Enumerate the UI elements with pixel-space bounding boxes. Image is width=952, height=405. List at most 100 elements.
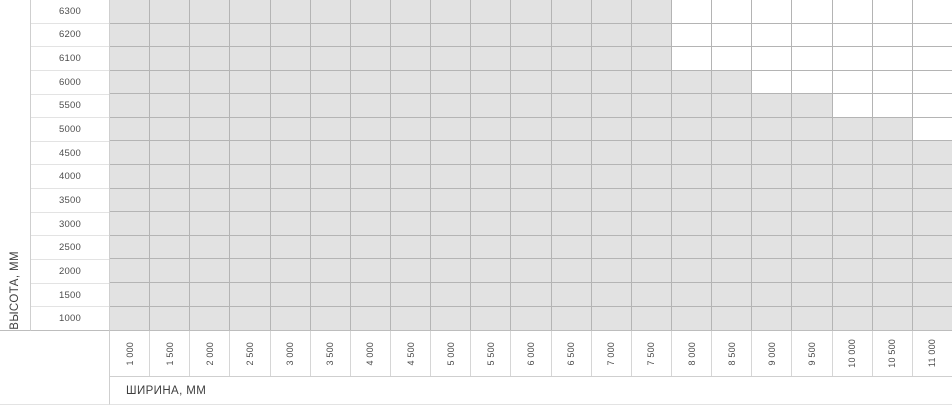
matrix-cell-filled[interactable] — [310, 23, 351, 48]
matrix-cell-filled[interactable] — [591, 306, 632, 331]
matrix-cell-filled[interactable] — [511, 94, 552, 118]
matrix-cell-filled[interactable] — [230, 306, 271, 331]
matrix-cell-filled[interactable] — [270, 117, 311, 142]
matrix-cell-filled[interactable] — [110, 0, 151, 24]
matrix-cell-filled[interactable] — [792, 188, 833, 213]
matrix-cell-filled[interactable] — [832, 306, 873, 331]
matrix-cell-filled[interactable] — [230, 47, 271, 71]
matrix-cell-filled[interactable] — [471, 212, 512, 236]
matrix-cell-filled[interactable] — [230, 282, 271, 307]
matrix-cell-filled[interactable] — [110, 70, 151, 95]
matrix-cell-filled[interactable] — [912, 141, 952, 166]
matrix-cell-filled[interactable] — [792, 259, 833, 283]
matrix-cell-filled[interactable] — [390, 165, 432, 189]
matrix-cell-filled[interactable] — [832, 235, 873, 260]
matrix-cell-filled[interactable] — [511, 282, 552, 307]
matrix-cell-filled[interactable] — [792, 117, 833, 142]
matrix-cell-filled[interactable] — [551, 282, 592, 307]
matrix-cell-filled[interactable] — [752, 212, 793, 236]
matrix-cell-filled[interactable] — [110, 259, 151, 283]
matrix-cell-filled[interactable] — [591, 47, 632, 71]
matrix-cell-filled[interactable] — [671, 212, 713, 236]
matrix-cell-filled[interactable] — [631, 141, 672, 166]
matrix-cell-filled[interactable] — [431, 0, 472, 24]
matrix-cell-filled[interactable] — [190, 165, 231, 189]
matrix-cell-empty[interactable] — [912, 47, 952, 71]
matrix-cell-filled[interactable] — [431, 23, 472, 48]
matrix-cell-filled[interactable] — [591, 165, 632, 189]
matrix-cell-filled[interactable] — [350, 188, 391, 213]
matrix-cell-filled[interactable] — [310, 0, 351, 24]
matrix-cell-filled[interactable] — [832, 259, 873, 283]
matrix-cell-filled[interactable] — [912, 259, 952, 283]
matrix-cell-filled[interactable] — [591, 0, 632, 24]
matrix-cell-filled[interactable] — [511, 47, 552, 71]
matrix-cell-filled[interactable] — [671, 259, 713, 283]
matrix-cell-filled[interactable] — [471, 23, 512, 48]
matrix-cell-filled[interactable] — [110, 94, 151, 118]
matrix-cell-filled[interactable] — [551, 70, 592, 95]
matrix-cell-filled[interactable] — [230, 23, 271, 48]
matrix-cell-filled[interactable] — [390, 70, 432, 95]
matrix-cell-filled[interactable] — [631, 117, 672, 142]
matrix-cell-filled[interactable] — [350, 94, 391, 118]
matrix-cell-filled[interactable] — [792, 235, 833, 260]
matrix-cell-filled[interactable] — [832, 282, 873, 307]
matrix-cell-filled[interactable] — [431, 47, 472, 71]
matrix-cell-filled[interactable] — [431, 212, 472, 236]
matrix-cell-filled[interactable] — [712, 70, 753, 95]
matrix-cell-filled[interactable] — [912, 306, 952, 331]
matrix-cell-empty[interactable] — [872, 94, 913, 118]
matrix-cell-filled[interactable] — [310, 306, 351, 331]
matrix-cell-empty[interactable] — [792, 70, 833, 95]
matrix-cell-filled[interactable] — [591, 282, 632, 307]
matrix-cell-filled[interactable] — [752, 141, 793, 166]
matrix-cell-filled[interactable] — [471, 70, 512, 95]
matrix-cell-filled[interactable] — [631, 47, 672, 71]
matrix-cell-filled[interactable] — [712, 306, 753, 331]
matrix-cell-filled[interactable] — [270, 188, 311, 213]
matrix-cell-filled[interactable] — [591, 212, 632, 236]
matrix-cell-filled[interactable] — [511, 259, 552, 283]
matrix-cell-filled[interactable] — [230, 0, 271, 24]
matrix-cell-filled[interactable] — [832, 188, 873, 213]
matrix-cell-empty[interactable] — [832, 94, 873, 118]
matrix-cell-filled[interactable] — [671, 141, 713, 166]
matrix-cell-filled[interactable] — [431, 235, 472, 260]
matrix-cell-filled[interactable] — [551, 117, 592, 142]
matrix-cell-filled[interactable] — [752, 235, 793, 260]
matrix-cell-filled[interactable] — [752, 117, 793, 142]
matrix-cell-filled[interactable] — [511, 188, 552, 213]
matrix-cell-filled[interactable] — [511, 141, 552, 166]
matrix-cell-filled[interactable] — [511, 117, 552, 142]
matrix-cell-empty[interactable] — [792, 23, 833, 48]
matrix-cell-filled[interactable] — [752, 259, 793, 283]
matrix-cell-empty[interactable] — [712, 0, 753, 24]
matrix-cell-filled[interactable] — [431, 306, 472, 331]
matrix-cell-filled[interactable] — [471, 306, 512, 331]
matrix-cell-filled[interactable] — [310, 165, 351, 189]
matrix-cell-filled[interactable] — [350, 0, 391, 24]
matrix-cell-filled[interactable] — [350, 117, 391, 142]
matrix-cell-empty[interactable] — [912, 0, 952, 24]
matrix-cell-filled[interactable] — [511, 165, 552, 189]
matrix-cell-filled[interactable] — [832, 212, 873, 236]
matrix-cell-filled[interactable] — [150, 47, 191, 71]
matrix-cell-filled[interactable] — [150, 306, 191, 331]
matrix-cell-filled[interactable] — [350, 282, 391, 307]
matrix-cell-filled[interactable] — [591, 235, 632, 260]
matrix-cell-filled[interactable] — [551, 0, 592, 24]
matrix-cell-filled[interactable] — [150, 141, 191, 166]
matrix-cell-empty[interactable] — [671, 47, 713, 71]
matrix-cell-filled[interactable] — [230, 165, 271, 189]
matrix-cell-filled[interactable] — [390, 235, 432, 260]
matrix-cell-filled[interactable] — [511, 306, 552, 331]
matrix-cell-filled[interactable] — [350, 141, 391, 166]
matrix-cell-filled[interactable] — [390, 23, 432, 48]
matrix-cell-filled[interactable] — [310, 235, 351, 260]
matrix-cell-filled[interactable] — [872, 235, 913, 260]
matrix-cell-filled[interactable] — [792, 282, 833, 307]
matrix-cell-filled[interactable] — [431, 117, 472, 142]
matrix-cell-filled[interactable] — [110, 235, 151, 260]
matrix-cell-empty[interactable] — [752, 70, 793, 95]
